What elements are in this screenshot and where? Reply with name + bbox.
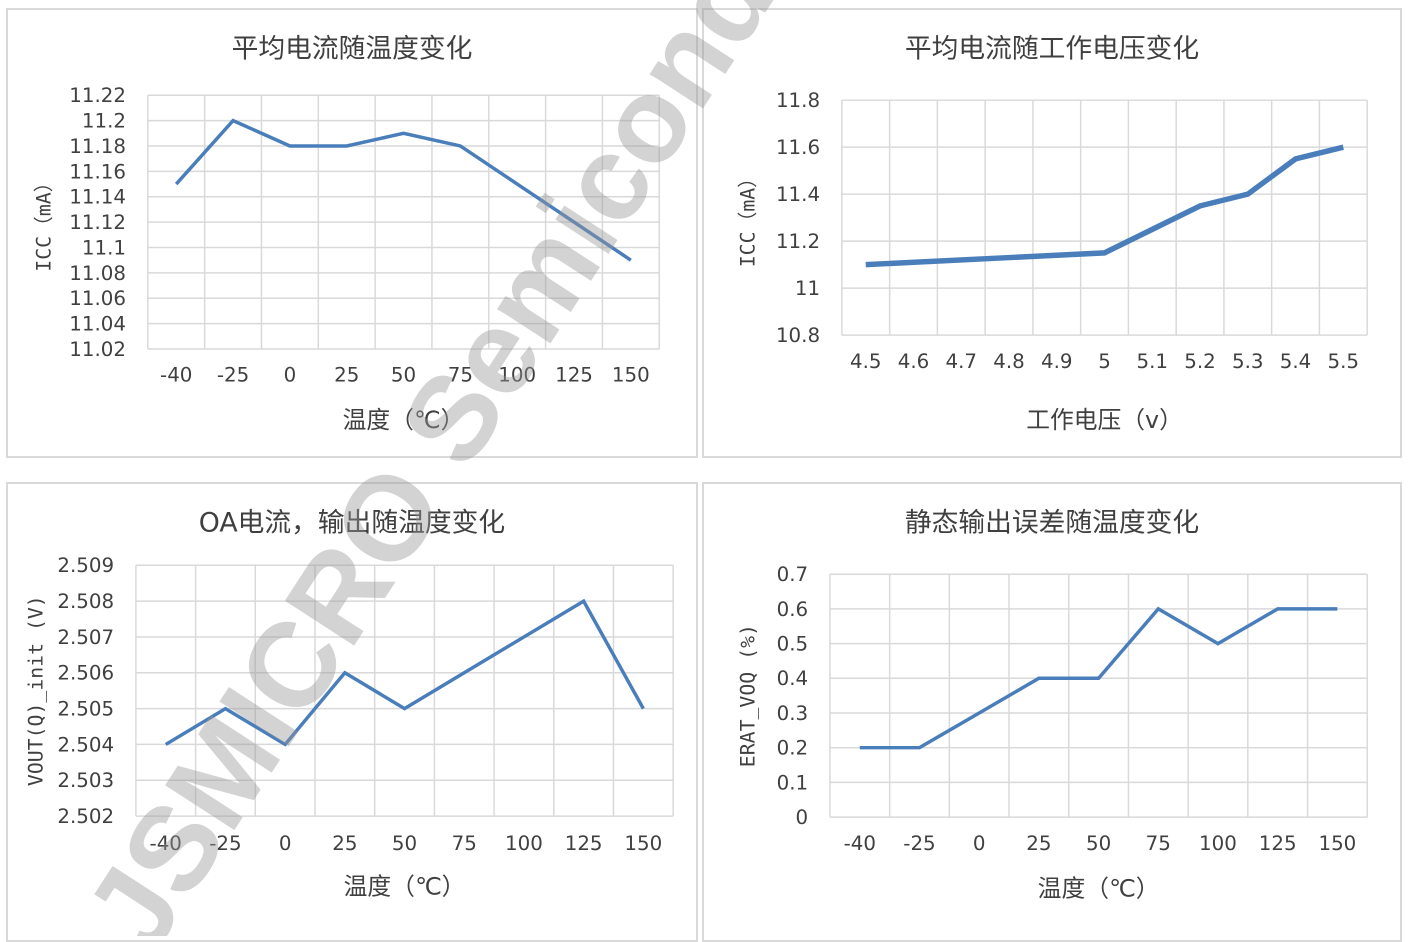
y-tick-label: 11.02	[69, 338, 126, 361]
x-tick-label: 150	[612, 364, 650, 387]
x-axis-title: 温度（℃）	[1038, 874, 1160, 902]
y-tick-label: 0.2	[777, 737, 809, 760]
x-tick-label: 25	[332, 832, 357, 855]
x-tick-label: -40	[150, 832, 182, 855]
x-tick-label: 4.7	[946, 350, 978, 373]
y-tick-label: 0.6	[777, 598, 809, 621]
y-tick-label: 11	[795, 277, 820, 300]
x-tick-label: 4.6	[898, 350, 930, 373]
y-tick-label: 11.18	[69, 135, 126, 158]
y-tick-label: 11.1	[82, 236, 126, 259]
y-axis-title: ICC（mA）	[737, 168, 760, 267]
chart-erat-vs-temperature: 静态输出误差随温度变化 0.7 0.6 0.5 0.4 0.3 0.2 0.1 0 -40 -25 0…	[704, 484, 1400, 940]
y-tick-label: 11.04	[69, 313, 126, 336]
y-tick-label: 11.08	[69, 262, 126, 285]
y-tick-label: 11.22	[69, 84, 126, 107]
chart-panel-icc-vs-voltage: 平均电流随工作电压变化 11.8 11.6 11.4 11.2 11 10.8 4.5 4.6 4…	[702, 8, 1402, 458]
x-tick-label: 150	[624, 832, 662, 855]
y-tick-label: 2.503	[57, 769, 114, 792]
y-tick-label: 11.2	[776, 230, 820, 253]
x-tick-label: 0	[284, 364, 297, 387]
chart-title: 静态输出误差随温度变化	[905, 508, 1199, 539]
y-tick-label: 2.507	[57, 626, 114, 649]
y-axis-title: ERAT_VOQ (%)	[737, 624, 760, 767]
chart-title: 平均电流随温度变化	[232, 34, 473, 65]
chart-vout-vs-temperature: OA电流，输出随温度变化 2.509 2.508 2.507 2.506 2.505 2.5…	[8, 484, 696, 940]
y-tick-label: 11.8	[776, 89, 820, 112]
y-tick-label: 0.4	[777, 667, 809, 690]
x-tick-label: 25	[1026, 832, 1051, 855]
x-tick-label: 50	[391, 364, 416, 387]
y-tick-label: 11.14	[69, 186, 126, 209]
y-tick-label: 2.506	[57, 662, 114, 685]
x-tick-label: 100	[505, 832, 543, 855]
x-tick-label: -25	[217, 364, 249, 387]
x-tick-label: 5.2	[1184, 350, 1216, 373]
chart-title: 平均电流随工作电压变化	[905, 34, 1199, 65]
x-tick-label: 125	[1259, 832, 1297, 855]
y-tick-label: 11.4	[776, 183, 820, 206]
y-tick-label: 2.508	[57, 590, 114, 613]
y-tick-label: 11.2	[82, 110, 126, 133]
y-tick-label: 0	[796, 806, 809, 829]
x-tick-label: 5.5	[1328, 350, 1360, 373]
x-tick-label: -25	[903, 832, 935, 855]
x-tick-label: 125	[555, 364, 593, 387]
series-line	[176, 121, 631, 261]
x-tick-label: -40	[844, 832, 876, 855]
chart-title: OA电流，输出随温度变化	[199, 508, 505, 539]
x-tick-label: 4.5	[850, 350, 882, 373]
x-tick-label: 50	[1086, 832, 1111, 855]
x-tick-label: 5.3	[1232, 350, 1264, 373]
y-axis-title: ICC（mA）	[33, 172, 56, 271]
y-tick-label: 11.6	[776, 136, 820, 159]
y-tick-label: 10.8	[776, 324, 820, 347]
chart-panel-erat-vs-temperature: 静态输出误差随温度变化 0.7 0.6 0.5 0.4 0.3 0.2 0.1 0 -40 -25 0…	[702, 482, 1402, 942]
y-tick-label: 2.502	[57, 805, 114, 828]
y-tick-label: 11.16	[69, 160, 126, 183]
x-tick-label: 75	[1146, 832, 1171, 855]
x-tick-label: 0	[973, 832, 986, 855]
x-axis-title: 温度（℃）	[344, 872, 466, 900]
y-tick-label: 2.509	[57, 554, 114, 577]
x-tick-label: 0	[279, 832, 292, 855]
x-tick-label: 5	[1098, 350, 1111, 373]
chart-panel-vout-vs-temperature: OA电流，输出随温度变化 2.509 2.508 2.507 2.506 2.505 2.5…	[6, 482, 698, 942]
x-tick-label: 4.9	[1041, 350, 1073, 373]
x-tick-label: 5.1	[1137, 350, 1169, 373]
y-tick-label: 0.5	[777, 633, 809, 656]
y-tick-label: 0.7	[777, 563, 809, 586]
y-tick-label: 0.1	[777, 771, 809, 794]
x-tick-label: 125	[565, 832, 603, 855]
x-tick-label: 75	[448, 364, 473, 387]
y-tick-label: 11.06	[69, 287, 126, 310]
x-tick-label: 100	[1199, 832, 1237, 855]
chart-icc-vs-voltage: 平均电流随工作电压变化 11.8 11.6 11.4 11.2 11 10.8 4.5 4.6 4…	[704, 10, 1400, 456]
y-tick-label: 2.505	[57, 698, 114, 721]
chart-icc-vs-temperature: 平均电流随温度变化11.2211.211.1811.1611.1411.1211…	[8, 10, 696, 456]
x-tick-label: 50	[392, 832, 417, 855]
x-axis-title: 工作电压（v）	[1026, 406, 1183, 434]
x-tick-label: 5.4	[1280, 350, 1312, 373]
x-tick-label: 150	[1318, 832, 1356, 855]
y-tick-label: 11.12	[69, 211, 126, 234]
x-tick-label: -40	[160, 364, 192, 387]
x-tick-label: 75	[452, 832, 477, 855]
x-axis-title: 温度（℃）	[343, 406, 465, 434]
y-axis-title: VOUT(Q)_init (V)	[25, 595, 48, 786]
x-tick-label: 4.8	[993, 350, 1025, 373]
x-tick-label: 25	[334, 364, 359, 387]
y-tick-label: 0.3	[777, 702, 809, 725]
y-tick-label: 2.504	[57, 733, 114, 756]
x-tick-label: -25	[209, 832, 241, 855]
x-tick-label: 100	[498, 364, 536, 387]
